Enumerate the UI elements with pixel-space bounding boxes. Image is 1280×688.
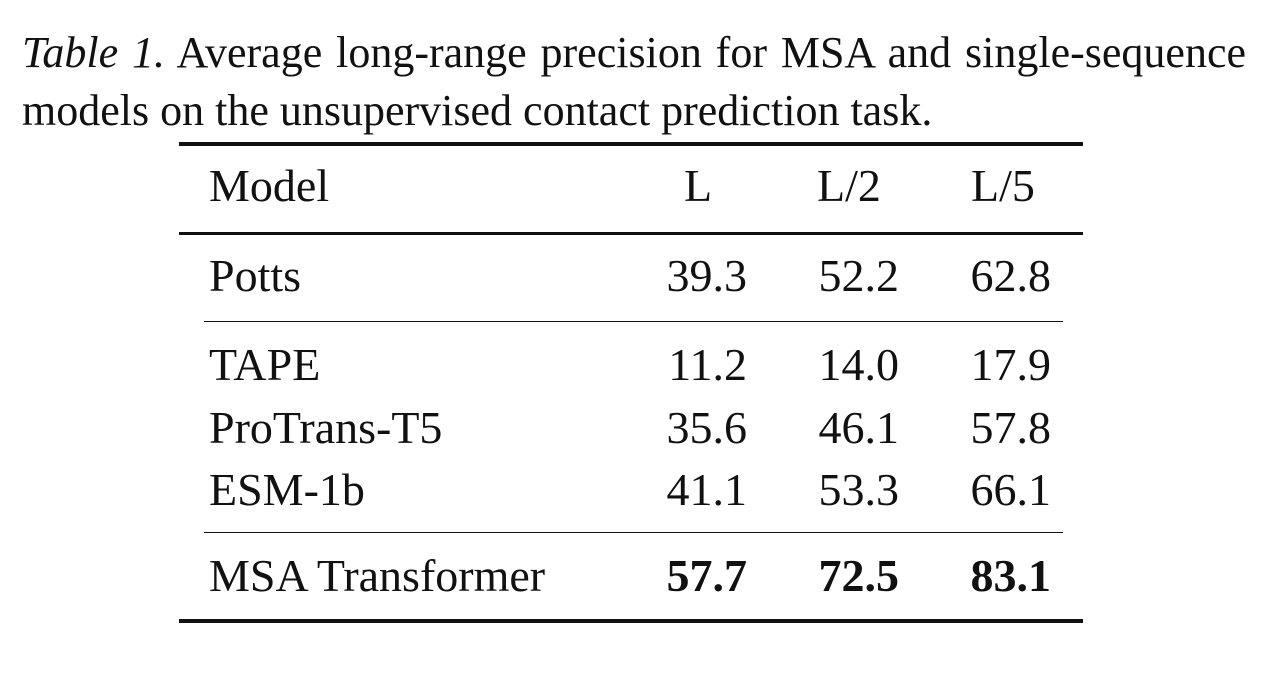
group-divider [204, 532, 1063, 533]
header-l5: L/5 [971, 160, 1035, 211]
row-value-l5: 83.1 [970, 550, 1052, 601]
row-value-l5: 62.8 [970, 250, 1052, 301]
row-value-l2: 53.3 [818, 464, 900, 515]
table-caption: Table 1. Average long-range precision fo… [22, 24, 1246, 140]
caption-label: Table 1. [22, 28, 166, 77]
row-model: Potts [209, 250, 302, 301]
row-value-l: 35.6 [666, 402, 748, 453]
row-value-l5: 17.9 [970, 339, 1052, 390]
row-value-l5: 66.1 [970, 464, 1052, 515]
row-value-l: 41.1 [666, 464, 748, 515]
row-value-l2: 72.5 [818, 550, 900, 601]
group-divider [204, 321, 1063, 322]
row-model: ProTrans-T5 [209, 402, 443, 453]
header-rule [179, 232, 1083, 235]
table-bottom-rule [179, 619, 1083, 623]
row-value-l2: 52.2 [818, 250, 900, 301]
row-model: TAPE [209, 339, 321, 390]
row-value-l2: 14.0 [818, 339, 900, 390]
header-l: L [684, 160, 713, 211]
table-top-rule [179, 142, 1083, 146]
row-model: MSA Transformer [209, 550, 546, 601]
row-value-l: 57.7 [666, 550, 748, 601]
row-value-l: 11.2 [668, 339, 747, 390]
row-model: ESM-1b [209, 464, 365, 515]
header-model: Model [209, 160, 330, 211]
caption-text: Average long-range precision for MSA and… [22, 28, 1247, 135]
header-l2: L/2 [817, 160, 881, 211]
row-value-l5: 57.8 [970, 402, 1052, 453]
row-value-l2: 46.1 [818, 402, 900, 453]
row-value-l: 39.3 [666, 250, 748, 301]
